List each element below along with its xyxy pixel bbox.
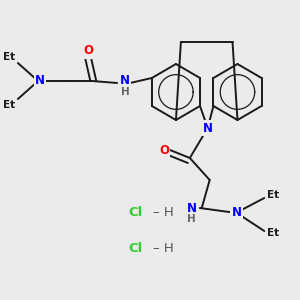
- Text: Cl: Cl: [128, 242, 142, 254]
- Text: N: N: [120, 74, 130, 88]
- Text: O: O: [159, 145, 169, 158]
- Text: Cl: Cl: [128, 206, 142, 220]
- Text: N: N: [203, 122, 213, 134]
- Text: N: N: [187, 202, 197, 214]
- Text: N: N: [35, 74, 45, 88]
- Text: Et: Et: [3, 52, 15, 62]
- Text: Et: Et: [267, 190, 279, 200]
- Text: Et: Et: [3, 100, 15, 110]
- Text: N: N: [232, 206, 242, 220]
- Text: O: O: [83, 44, 93, 58]
- Text: Et: Et: [267, 228, 279, 238]
- Text: H: H: [188, 214, 196, 224]
- Text: H: H: [121, 87, 129, 97]
- Text: – H: – H: [153, 242, 174, 254]
- Text: – H: – H: [153, 206, 174, 220]
